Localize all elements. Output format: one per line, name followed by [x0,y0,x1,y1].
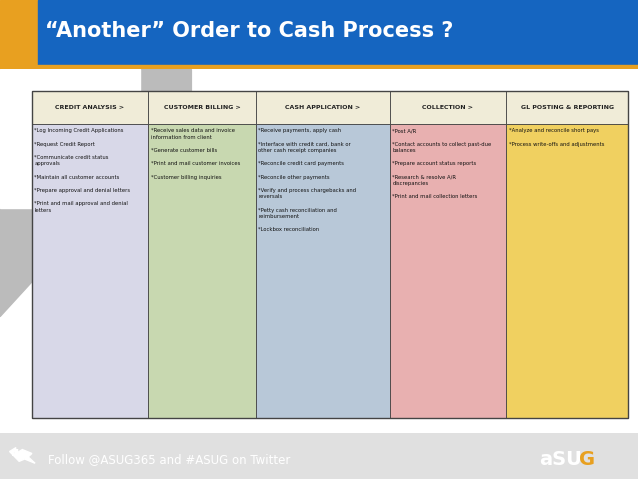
Text: “Another” Order to Cash Process ?: “Another” Order to Cash Process ? [45,21,453,41]
Text: CUSTOMER BILLING >: CUSTOMER BILLING > [163,105,241,110]
Bar [506,124,628,419]
Bar [390,91,506,124]
Polygon shape [0,69,191,317]
Bar [148,91,256,124]
Text: *Analyze and reconcile short pays

*Process write-offs and adjustments: *Analyze and reconcile short pays *Proce… [508,128,604,147]
Text: *Log Incoming Credit Applications

*Request Credit Report

*Communicate credit s: *Log Incoming Credit Applications *Reque… [34,128,131,213]
Bar [148,124,256,419]
Text: GL POSTING & REPORTING: GL POSTING & REPORTING [521,105,614,110]
Text: Follow @ASUG365 and #ASUG on Twitter: Follow @ASUG365 and #ASUG on Twitter [48,453,290,466]
Text: COLLECTION >: COLLECTION > [422,105,473,110]
Text: *Receive sales data and invoice
information from client

*Generate customer bill: *Receive sales data and invoice informat… [151,128,240,180]
Text: *Receive payments, apply cash

*Interface with credit card, bank or
other cash r: *Receive payments, apply cash *Interface… [258,128,356,232]
Bar [390,124,506,419]
Polygon shape [10,447,35,463]
Bar [0,65,638,69]
Bar [32,91,628,419]
Polygon shape [0,69,140,207]
Bar [256,124,390,419]
Text: CREDIT ANALYSIS >: CREDIT ANALYSIS > [56,105,124,110]
Bar [506,91,628,124]
Bar [32,91,148,124]
Text: *Post A/R

*Contact accounts to collect past-due
balances

*Prepare account stat: *Post A/R *Contact accounts to collect p… [392,128,492,199]
Bar [256,91,390,124]
Text: CASH APPLICATION >: CASH APPLICATION > [285,105,360,110]
Text: G: G [579,450,595,469]
Bar [32,124,148,419]
Bar [0,0,38,69]
Text: aSU: aSU [539,450,582,469]
Text: ’: ’ [11,448,20,468]
